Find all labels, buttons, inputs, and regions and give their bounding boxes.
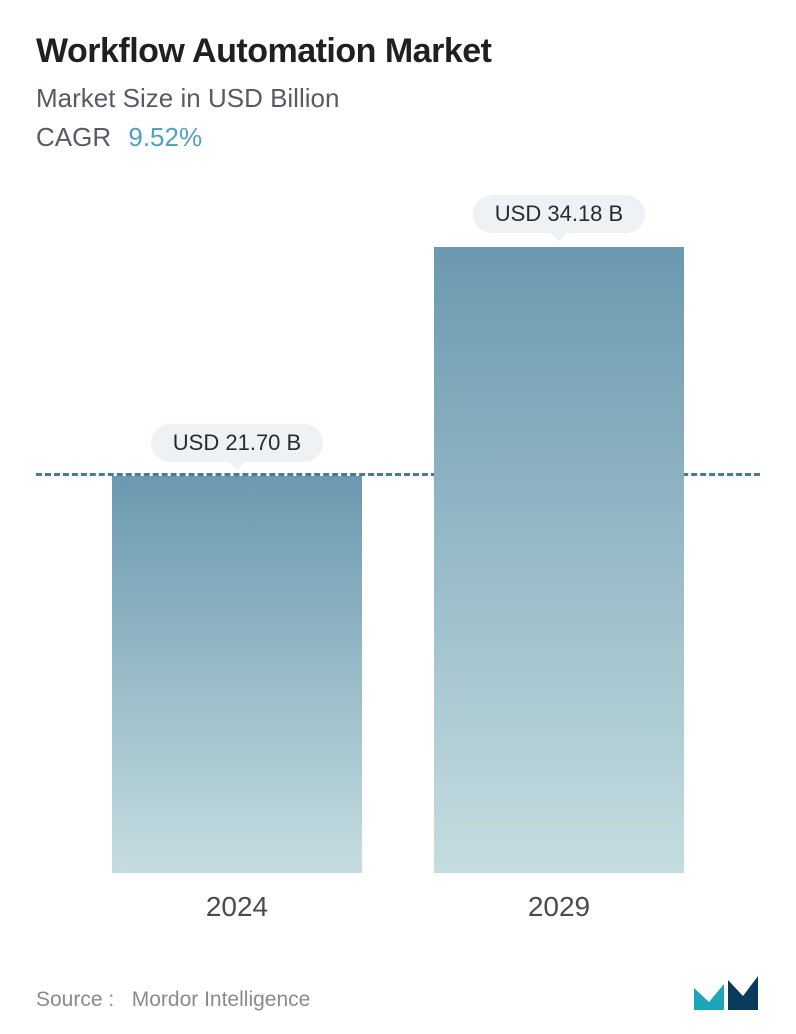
value-pill: USD 34.18 B xyxy=(473,195,645,233)
chart-title: Workflow Automation Market xyxy=(36,32,760,71)
value-pill: USD 21.70 B xyxy=(151,424,323,462)
brand-logo-icon xyxy=(692,972,760,1012)
chart-subtitle: Market Size in USD Billion xyxy=(36,83,760,114)
cagr-value: 9.52% xyxy=(128,122,202,152)
source-text: Source : Mordor Intelligence xyxy=(36,988,310,1012)
bar-group: USD 21.70 B xyxy=(112,424,362,873)
bar-group: USD 34.18 B xyxy=(434,195,684,873)
x-axis-label: 2029 xyxy=(434,891,684,923)
x-axis-label: 2024 xyxy=(112,891,362,923)
cagr-label: CAGR xyxy=(36,122,111,152)
bar xyxy=(112,476,362,873)
footer: Source : Mordor Intelligence xyxy=(36,972,760,1012)
bar xyxy=(434,247,684,873)
source-label: Source : xyxy=(36,988,114,1011)
bars-container: USD 21.70 B USD 34.18 B xyxy=(36,193,760,873)
source-name: Mordor Intelligence xyxy=(132,988,311,1011)
cagr-row: CAGR 9.52% xyxy=(36,122,760,153)
x-axis-labels: 2024 2029 xyxy=(36,873,760,923)
chart-area: USD 21.70 B USD 34.18 B xyxy=(36,193,760,873)
